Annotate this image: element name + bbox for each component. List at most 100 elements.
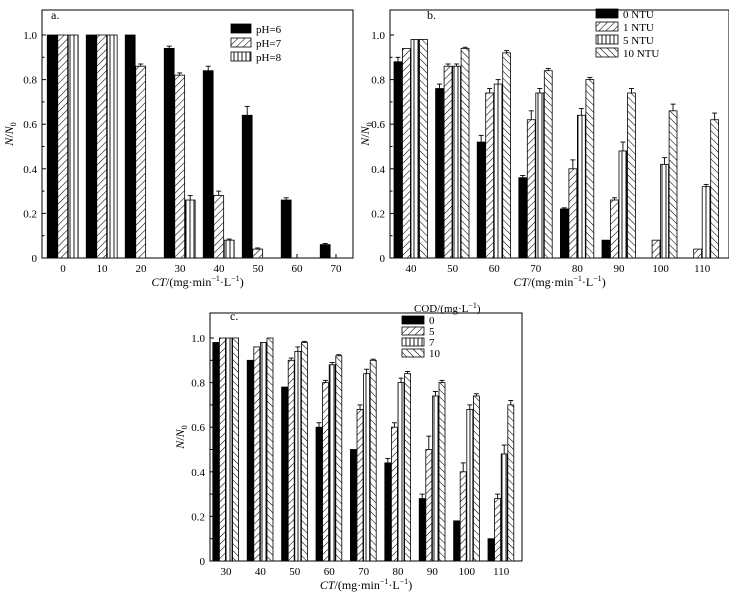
bar-1-ntu: [526, 119, 536, 259]
bar-0-ntu: [476, 141, 486, 259]
bar-10-ntu: [668, 110, 678, 259]
bar-7: [259, 342, 267, 562]
bar-0: [453, 520, 461, 562]
legend-swatch: [401, 348, 425, 358]
bar-ph-8: [106, 34, 118, 259]
y-tick-label: 0.8: [371, 75, 385, 87]
x-axis-label: CT/(mg·min−1·L−1): [151, 274, 243, 289]
y-tick-label: 0.6: [23, 119, 37, 131]
legend-swatch: [230, 23, 252, 34]
bar-ph-6: [202, 70, 214, 259]
bar-0-ntu: [393, 61, 403, 259]
bar-ph-7: [252, 248, 264, 259]
y-tick-label: 0.4: [371, 164, 385, 176]
bar-10-ntu: [419, 39, 428, 259]
bar-5-ntu: [577, 114, 586, 259]
bar-10-ntu: [710, 119, 720, 259]
bar-7: [500, 453, 508, 562]
x-tick-label: 50: [447, 263, 459, 275]
bar-0: [315, 426, 323, 562]
bar-10: [266, 337, 274, 562]
y-axis-label: N/N0: [173, 425, 189, 449]
bar-5: [390, 426, 398, 562]
bar-1-ntu: [693, 248, 703, 259]
x-tick-label: 90: [427, 566, 439, 578]
legend-swatch: [595, 34, 619, 45]
bar-5: [459, 471, 467, 562]
legend-entry: 10: [429, 348, 441, 360]
bar-0: [418, 498, 426, 562]
bar-ph-6: [241, 114, 253, 259]
bar-ph-7: [57, 34, 69, 259]
x-tick-label: 110: [694, 263, 711, 275]
bar-7: [397, 382, 405, 562]
bar-10: [507, 404, 515, 562]
bar-7: [294, 350, 302, 562]
x-axis-label: CT/(mg·min−1·L−1): [320, 577, 412, 592]
legend: pH=6 pH=7 pH=8: [230, 23, 282, 64]
legend-entry: 5: [429, 326, 435, 338]
bar-1-ntu: [485, 92, 495, 259]
x-tick-label: 60: [324, 566, 336, 578]
bar-ph-6: [85, 34, 97, 259]
panel-label: c.: [230, 309, 238, 323]
bar-5-ntu: [410, 39, 420, 259]
chart-panel-b: 0 0.2 0.4 0.6 0.8 1.0 N/N0 40 50 60 70 80 90 100 110 CT…: [358, 8, 729, 289]
x-tick-label: 100: [459, 566, 476, 578]
legend-entry: 1 NTU: [623, 22, 654, 34]
x-tick-label: 50: [253, 263, 265, 275]
legend-swatch: [401, 315, 425, 325]
bar-ph-8: [184, 199, 196, 259]
bar-ph-6: [280, 199, 292, 259]
legend-entry: pH=8: [256, 52, 282, 64]
bar-5-ntu: [618, 150, 628, 259]
bar-ph-8: [67, 34, 79, 259]
x-tick-label: 90: [614, 263, 626, 275]
bar-1-ntu: [568, 168, 578, 259]
bar-7: [363, 373, 371, 562]
bar-5: [218, 337, 226, 562]
bar-10: [404, 373, 412, 562]
legend-entry: 5 NTU: [623, 35, 654, 47]
bar-ph-7: [213, 195, 225, 259]
x-tick-label: 80: [572, 263, 584, 275]
bar-5-ntu: [535, 92, 545, 259]
bar-5-ntu: [660, 163, 669, 259]
bar-ph-6: [163, 47, 175, 259]
bar-10: [369, 359, 377, 562]
bar-0: [384, 462, 392, 562]
x-tick-label: 50: [289, 566, 301, 578]
bar-5-ntu: [493, 83, 503, 259]
y-tick-label: 0.6: [191, 422, 205, 434]
bar-1-ntu: [651, 239, 661, 259]
bar-0: [246, 359, 254, 562]
bar-5: [322, 382, 330, 562]
bar-7: [431, 395, 439, 562]
bar-ph-7: [96, 34, 108, 259]
bar-ph-6: [46, 34, 58, 259]
y-tick-label: 0: [200, 556, 206, 568]
legend-swatch: [401, 337, 425, 347]
legend-entry: 0 NTU: [623, 9, 654, 21]
y-tick-label: 0.6: [371, 119, 385, 131]
bar-5-ntu: [701, 186, 711, 259]
bar-10-ntu: [585, 79, 595, 259]
bar-5: [494, 498, 502, 562]
legend-entry: 10 NTU: [623, 48, 659, 60]
bar-1-ntu: [610, 199, 619, 259]
panel-label: b.: [427, 8, 436, 22]
x-tick-label: 20: [136, 263, 148, 275]
bar-5: [425, 449, 433, 562]
y-tick-label: 0.4: [23, 164, 37, 176]
x-tick-label: 60: [292, 263, 304, 275]
bar-7: [328, 364, 336, 562]
bar-5: [287, 359, 295, 562]
legend-entry: 0: [429, 315, 435, 327]
plot-frame: [41, 9, 354, 259]
bar-10-ntu: [502, 52, 512, 259]
legend-entry: pH=6: [256, 24, 282, 36]
y-tick-label: 0.8: [191, 378, 205, 390]
bar-0: [487, 538, 495, 562]
y-tick-label: 1.0: [191, 333, 205, 345]
